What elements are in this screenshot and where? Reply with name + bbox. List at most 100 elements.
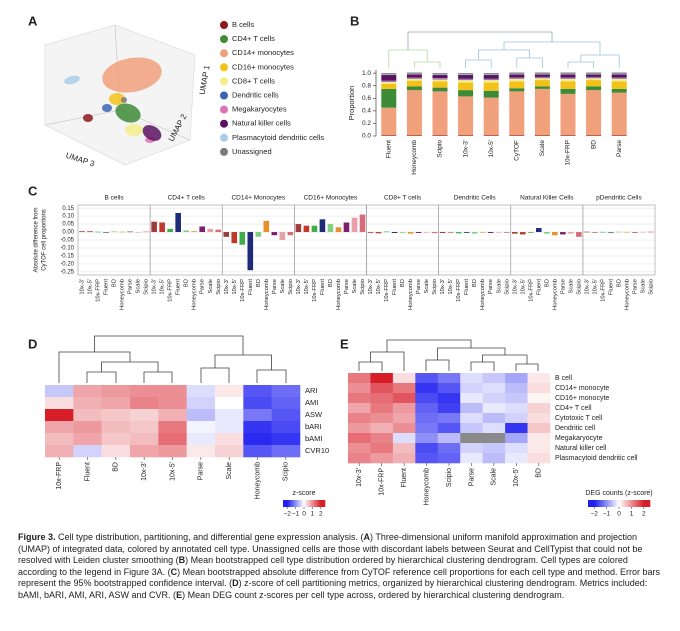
heatmap-cell [271, 409, 301, 422]
x-tick-label: Parse [632, 279, 638, 294]
bar [159, 222, 165, 233]
heatmap-cell [505, 373, 528, 384]
colorbar-step [312, 500, 314, 507]
heatmap-cell [527, 373, 551, 384]
row-label: Cytotoxic T cell [555, 415, 603, 422]
heatmap-cell [460, 373, 483, 384]
bar [463, 232, 470, 233]
bar-segment [560, 77, 576, 79]
heatmap-cell [186, 421, 216, 434]
x-tick-label: 10x-FRP [600, 279, 606, 302]
colorbar-step [595, 500, 598, 507]
legend-marker [220, 49, 228, 58]
column-label: Fluent [84, 462, 91, 482]
bar [223, 232, 230, 237]
heatmap-cell [271, 433, 301, 446]
heatmap-cell [437, 433, 461, 444]
colorbar-step [640, 500, 643, 507]
caption-text: C [170, 566, 178, 577]
bar-segment [406, 74, 422, 78]
x-tick-label: Scale [424, 279, 430, 294]
bar-segment [611, 135, 627, 136]
colorbar-step [321, 500, 324, 507]
colorbar-step [609, 500, 612, 507]
heatmap-cell [437, 393, 461, 404]
bar [343, 222, 350, 233]
heatmap-cell [527, 443, 551, 454]
x-tick-label: Scipio [504, 279, 510, 295]
x-tick-label: 10x-5' [488, 140, 495, 158]
x-tick-label: BD [472, 279, 478, 287]
bar-segment [432, 75, 448, 79]
colorbar-step [611, 500, 614, 507]
colorbar-step [646, 500, 649, 507]
bar [568, 232, 574, 234]
heatmap-cell [73, 409, 102, 422]
x-tick-label: 10x-3' [224, 279, 230, 295]
bar-segment [381, 88, 397, 108]
x-tick-label: 10x-5' [376, 279, 382, 295]
heatmap-cell [73, 421, 102, 434]
bar [648, 231, 654, 233]
colorbar-step [283, 500, 285, 507]
bar-segment [406, 78, 422, 79]
colorbar-step [311, 500, 313, 507]
bar-segment [458, 78, 474, 80]
colorbar-step [636, 500, 638, 507]
row-label: CD14+ monocyte [555, 385, 609, 392]
x-tick-label: Honeycomb [624, 279, 630, 310]
heatmap-cell [215, 397, 244, 410]
bar [391, 232, 398, 233]
colorbar-step [603, 500, 606, 507]
colorbar-step [605, 500, 607, 507]
caption-text: Cell type distribution, partitioning, an… [55, 532, 364, 542]
heatmap-cell [527, 383, 551, 394]
column-label: 10x-3' [356, 468, 363, 487]
bar [519, 232, 526, 235]
x-tick-label: Honeycomb [411, 140, 418, 175]
colorbar-step [291, 500, 293, 507]
caption-text: ) Mean bootstrapped absolute difference … [18, 566, 661, 589]
heatmap-cell [505, 383, 528, 394]
colorbar-step [632, 500, 635, 507]
heatmap-cell [370, 413, 394, 424]
x-tick-label: CyTOF [514, 140, 521, 161]
bar [495, 232, 502, 233]
colorbar-step [645, 500, 648, 507]
bar-segment [586, 135, 602, 136]
bar [119, 231, 125, 233]
bar-segment [611, 88, 627, 93]
heatmap-cell [370, 403, 394, 414]
heatmap-cell [505, 403, 528, 414]
x-tick-label: Fluent [392, 279, 398, 296]
bar-segment [560, 72, 576, 74]
colorbar-step [634, 500, 637, 507]
legend-marker [220, 133, 228, 142]
facet-title: CD4+ T cells [168, 195, 206, 202]
bar-segment [586, 72, 602, 74]
bar-segment [458, 79, 474, 81]
heatmap-cell [73, 385, 102, 398]
colorbar-step [322, 500, 325, 507]
column-label: BD [536, 468, 543, 478]
x-tick-label: Scipio [432, 279, 438, 295]
bar [632, 232, 638, 233]
bar-segment [483, 80, 499, 83]
legend-label: CD14+ monocytes [232, 48, 294, 57]
heatmap-cell [437, 413, 461, 424]
colorbar-step [320, 500, 323, 507]
bar [231, 232, 238, 244]
colorbar-title: z-score [293, 490, 316, 497]
x-tick-label: Honeycomb [192, 279, 198, 310]
heatmap-cell [437, 373, 461, 384]
bar-segment [458, 74, 474, 76]
colorbar-step [592, 500, 595, 507]
colorbar-step [608, 500, 610, 507]
colorbar-tick-label: 2 [642, 511, 646, 518]
x-tick-label: 10x-FRP [384, 279, 390, 302]
bar-segment [534, 76, 550, 78]
x-tick-label: Scipio [649, 279, 655, 295]
x-tick-label: 10x-FRP [456, 279, 462, 302]
heatmap-cell [482, 453, 506, 464]
heatmap-cell [392, 383, 416, 394]
